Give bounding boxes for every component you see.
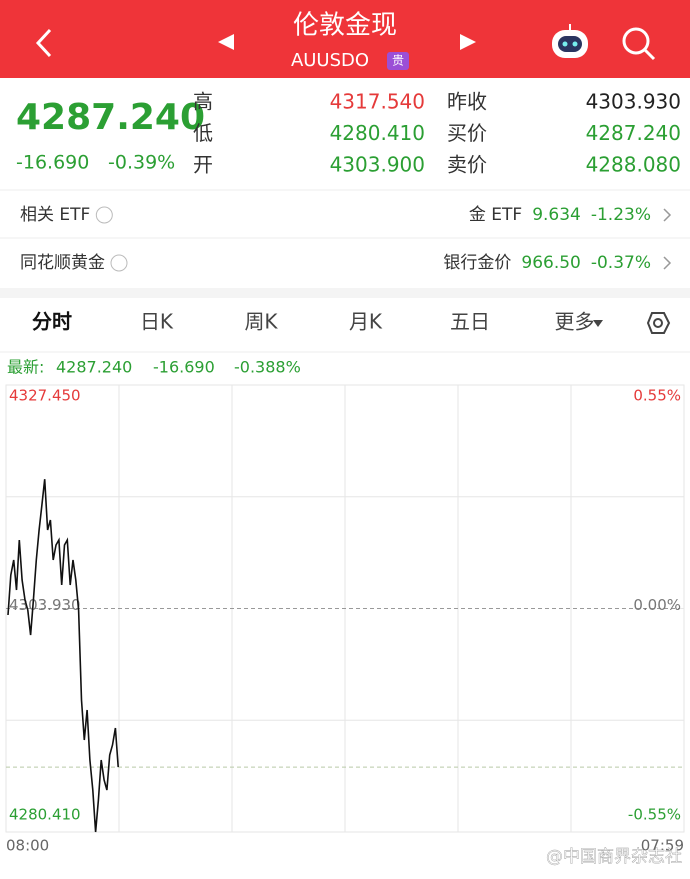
watermark: @中国商界杂志社 — [546, 847, 682, 867]
tab[interactable]: 更多 — [555, 310, 595, 334]
y2-tick-label: -0.55% — [628, 806, 681, 824]
stat-value: 4303.900 — [330, 153, 425, 177]
latest-price: 4287.240 — [56, 358, 132, 377]
chevron — [663, 256, 672, 270]
info-icon — [95, 206, 113, 224]
robot-icon[interactable] — [552, 24, 588, 58]
title: 伦敦金现 — [293, 11, 397, 41]
y-tick-label: 4280.410 — [9, 806, 81, 824]
row-change: -1.23% — [591, 205, 651, 225]
row-change: -0.37% — [591, 253, 651, 273]
tab[interactable]: 五日 — [450, 310, 490, 334]
y-tick-label: 4327.450 — [9, 387, 81, 405]
stat-value: 4287.240 — [586, 121, 681, 145]
tab[interactable]: 日K — [140, 310, 174, 334]
subtitle: AUUSDO — [291, 50, 369, 71]
search-icon[interactable] — [622, 27, 656, 61]
tab[interactable]: 分时 — [32, 310, 72, 334]
stat-value: 4288.080 — [586, 153, 681, 177]
next-button[interactable] — [460, 34, 476, 50]
stat-label: 卖价 — [447, 153, 487, 177]
prev-button[interactable] — [218, 34, 234, 50]
x-tick-label: 07:59 — [641, 837, 684, 855]
latest-label: 最新: — [7, 358, 44, 377]
y-tick-label: 4303.930 — [9, 596, 81, 614]
stat-value: 4280.410 — [330, 121, 425, 145]
settings-icon[interactable] — [646, 312, 671, 334]
row-name: 银行金价 — [443, 253, 511, 273]
section-gap — [0, 288, 690, 298]
x-tick-label: 08:00 — [6, 837, 49, 855]
tab[interactable]: 周K — [244, 310, 278, 334]
badge: 贵 — [392, 54, 404, 68]
back-button[interactable] — [35, 28, 52, 58]
price-line — [7, 479, 119, 833]
latest-change-pct: -0.388% — [234, 358, 301, 377]
row-label: 同花顺黄金 — [20, 253, 105, 273]
stat-label: 低 — [193, 121, 213, 145]
y2-tick-label: 0.55% — [633, 387, 681, 405]
price: 4287.240 — [16, 97, 205, 138]
stat-value: 4317.540 — [330, 90, 425, 114]
row-name: 金 ETF — [469, 205, 522, 225]
stat-label: 昨收 — [447, 90, 487, 114]
row-label: 相关 ETF — [20, 205, 90, 225]
change-pct: -0.39% — [108, 152, 175, 174]
stat-value: 4303.930 — [586, 90, 681, 114]
y2-tick-label: 0.00% — [633, 596, 681, 614]
latest-change: -16.690 — [153, 358, 215, 377]
info-icon — [110, 254, 128, 272]
stat-label: 买价 — [447, 121, 487, 145]
dropdown-caret — [593, 320, 603, 327]
row-value: 966.50 — [521, 253, 580, 273]
badge-bg — [387, 52, 409, 70]
stat-label: 开 — [193, 153, 213, 177]
row-value: 9.634 — [532, 205, 581, 225]
tab[interactable]: 月K — [349, 310, 383, 334]
chevron — [663, 208, 672, 222]
change: -16.690 — [16, 152, 89, 174]
stat-label: 高 — [193, 90, 213, 114]
